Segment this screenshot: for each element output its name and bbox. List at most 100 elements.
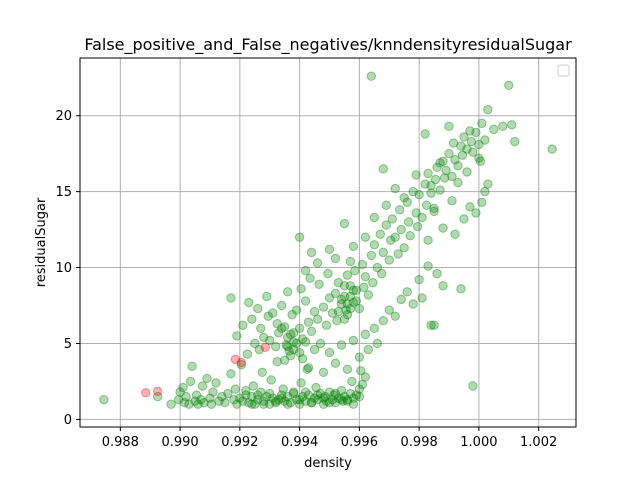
scatter-point-green	[378, 164, 388, 174]
scatter-point-green	[432, 268, 442, 279]
scatter-point-green	[306, 247, 317, 258]
scatter-point-green	[483, 104, 493, 115]
scatter-point-red	[236, 357, 247, 368]
scatter-point-green	[265, 399, 275, 409]
scatter-point-green	[429, 203, 439, 214]
scatter-point-green	[356, 366, 366, 376]
scatter-point-green	[348, 241, 359, 251]
scatter-point-green	[279, 322, 290, 332]
scatter-point-green	[206, 399, 217, 409]
scatter-point-green	[268, 308, 278, 318]
scatter-point-red	[230, 354, 241, 365]
scatter-point-green	[453, 177, 463, 188]
x-tick-label: 0.998	[401, 435, 438, 450]
scatter-point-green	[453, 161, 463, 171]
scatter-point-green	[468, 147, 478, 157]
scatter-point-green	[273, 394, 284, 405]
scatter-point-green	[282, 332, 293, 343]
scatter-point-green	[372, 262, 383, 273]
x-tick-label: 0.992	[221, 435, 258, 450]
scatter-point-green	[399, 193, 409, 203]
scatter-point-green	[345, 388, 356, 399]
scatter-point-green	[414, 275, 424, 285]
scatter-point-green	[300, 296, 311, 306]
scatter-point-green	[323, 268, 333, 279]
scatter-point-green	[276, 390, 287, 400]
scatter-point-green	[284, 346, 294, 356]
scatter-point-green	[350, 265, 360, 276]
scatter-point-green	[173, 394, 184, 405]
x-tick-label: 0.996	[341, 435, 378, 450]
grid	[80, 58, 576, 427]
scatter-point-green	[327, 394, 338, 405]
scatter-point-green	[466, 136, 477, 147]
scatter-point-green	[238, 396, 248, 406]
scatter-point-green	[248, 381, 259, 391]
scatter-point-green	[360, 271, 371, 282]
scatter-point-green	[423, 261, 433, 271]
scatter-point-green	[414, 189, 424, 200]
scatter-point-green	[199, 398, 209, 408]
scatter-point-green	[336, 340, 347, 350]
scatter-point-green	[471, 208, 481, 218]
scatter-point-green	[256, 323, 266, 333]
scatter-point-green	[244, 398, 254, 408]
scatter-point-green	[439, 173, 450, 183]
scatter-point-green	[378, 247, 388, 258]
scatter-point-green	[306, 398, 317, 408]
scatter-point-green	[345, 303, 356, 314]
scatter-point-green	[363, 344, 374, 355]
scatter-point-green	[438, 281, 448, 291]
scatter-point-green	[271, 398, 281, 408]
scatter-point-green	[329, 390, 339, 400]
scatter-point-green	[423, 168, 433, 179]
scatter-point-green	[430, 174, 441, 185]
scatter-point-green	[262, 291, 272, 302]
scatter-point-green	[462, 144, 472, 154]
scatter-point-green	[426, 188, 436, 198]
scatter-point-green	[412, 221, 423, 232]
scatter-point-green	[256, 387, 266, 397]
scatter-point-green	[291, 338, 302, 349]
scatter-point-green	[324, 347, 335, 358]
scatter-point-green	[333, 306, 344, 317]
scatter-point-red	[141, 388, 151, 398]
scatter-point-green	[342, 394, 353, 405]
scatter-point-green	[296, 284, 306, 294]
scatter-point-green	[465, 126, 475, 136]
scatter-point-green	[196, 394, 206, 405]
scatter-point-green	[217, 391, 227, 402]
scatter-point-green	[276, 323, 287, 333]
scatter-point-red	[152, 386, 163, 397]
scatter-point-green	[229, 394, 239, 405]
scatter-point-green	[309, 306, 320, 317]
scatter-point-green	[309, 344, 320, 355]
scatter-point-green	[421, 200, 432, 210]
scatter-point-green	[273, 328, 284, 338]
scatter-point-green	[285, 398, 296, 408]
scatter-point-green	[393, 249, 403, 259]
y-tick-label: 15	[55, 185, 72, 200]
scatter-point-green	[266, 375, 276, 385]
scatter-point-green	[318, 399, 329, 409]
scatter-point-green	[369, 212, 380, 223]
scatter-point-green	[330, 253, 341, 264]
scatter-point-green	[411, 208, 421, 218]
scatter-point-green	[314, 279, 324, 289]
scatter-point-green	[279, 396, 290, 406]
scatter-point-green	[250, 338, 260, 349]
scatter-point-green	[429, 320, 439, 330]
scatter-point-green	[324, 387, 335, 397]
scatter-point-green	[166, 399, 176, 409]
scatter-point-green	[354, 384, 365, 394]
scatter-point-green	[296, 378, 306, 388]
scatter-point-green	[354, 303, 365, 314]
scatter-point-green	[339, 314, 350, 324]
scatter-point-green	[447, 196, 457, 206]
scatter-point-green	[152, 391, 163, 402]
scatter-point-green	[336, 294, 347, 305]
scatter-point-green	[372, 338, 383, 349]
scatter-point-green	[477, 197, 487, 207]
scatter-point-green	[354, 352, 365, 362]
scatter-point-green	[312, 314, 323, 324]
